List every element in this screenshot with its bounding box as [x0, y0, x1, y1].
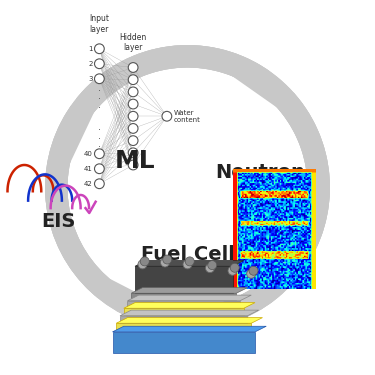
Polygon shape: [76, 45, 330, 330]
Polygon shape: [120, 316, 248, 322]
Text: ·
·
·: · · ·: [98, 125, 101, 152]
Circle shape: [230, 263, 239, 272]
Circle shape: [94, 164, 104, 174]
Polygon shape: [124, 303, 255, 308]
Polygon shape: [94, 279, 188, 319]
Text: 42: 42: [84, 181, 93, 187]
Polygon shape: [265, 210, 317, 297]
Circle shape: [249, 266, 258, 275]
Circle shape: [128, 136, 138, 146]
Circle shape: [163, 255, 172, 264]
Circle shape: [128, 87, 138, 97]
Circle shape: [247, 269, 256, 278]
Circle shape: [206, 264, 214, 273]
Polygon shape: [116, 318, 262, 323]
Text: Hidden
layer: Hidden layer: [120, 33, 147, 53]
Text: ML: ML: [115, 149, 155, 173]
Polygon shape: [112, 332, 255, 352]
Circle shape: [160, 258, 170, 267]
Text: Input
layer: Input layer: [89, 14, 110, 34]
Circle shape: [128, 63, 138, 72]
Circle shape: [128, 148, 138, 158]
Circle shape: [138, 260, 147, 269]
Text: 3: 3: [88, 76, 93, 82]
Polygon shape: [131, 293, 236, 300]
Circle shape: [94, 179, 104, 189]
Polygon shape: [112, 326, 266, 332]
Text: 2: 2: [88, 61, 93, 67]
Polygon shape: [131, 288, 248, 293]
Circle shape: [128, 111, 138, 121]
Text: 1: 1: [88, 46, 93, 52]
Circle shape: [162, 111, 172, 121]
Polygon shape: [56, 98, 94, 192]
Polygon shape: [128, 301, 240, 307]
Circle shape: [228, 266, 237, 275]
Text: Fuel Cell: Fuel Cell: [141, 246, 234, 264]
Circle shape: [94, 59, 104, 69]
Circle shape: [140, 257, 149, 266]
Polygon shape: [116, 323, 251, 330]
Circle shape: [208, 261, 217, 270]
Polygon shape: [135, 261, 244, 266]
Polygon shape: [206, 57, 294, 108]
Circle shape: [94, 149, 104, 159]
Text: 41: 41: [84, 166, 93, 172]
Polygon shape: [45, 93, 330, 330]
Polygon shape: [45, 45, 330, 296]
Polygon shape: [128, 295, 251, 301]
Circle shape: [128, 124, 138, 134]
Polygon shape: [120, 310, 259, 316]
Polygon shape: [135, 266, 232, 292]
Circle shape: [128, 160, 138, 170]
Circle shape: [128, 75, 138, 85]
Text: ·
·
·: · · ·: [98, 86, 101, 113]
Circle shape: [94, 74, 104, 84]
Text: Water
content: Water content: [174, 110, 201, 123]
Circle shape: [128, 99, 138, 109]
Polygon shape: [45, 45, 279, 330]
Circle shape: [183, 260, 192, 269]
Polygon shape: [124, 308, 244, 315]
Circle shape: [185, 257, 194, 266]
Text: EIS: EIS: [41, 212, 75, 231]
Text: Neutron: Neutron: [216, 163, 306, 182]
Circle shape: [94, 44, 104, 54]
Text: 40: 40: [84, 151, 93, 157]
